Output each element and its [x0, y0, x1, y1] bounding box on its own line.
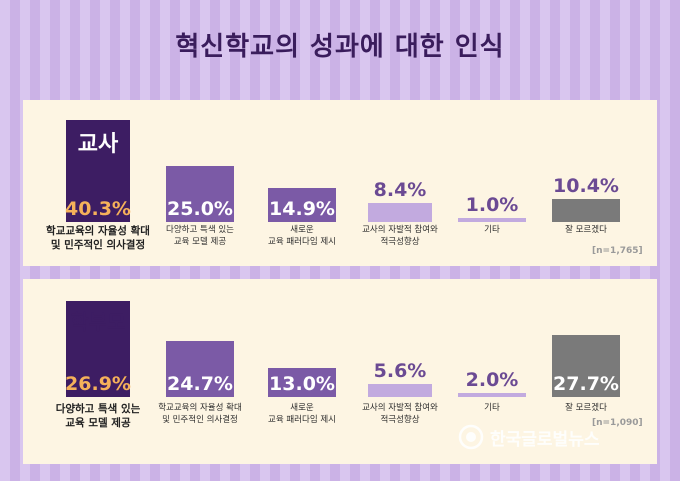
category-label-0-5: 잘 모르겠다: [565, 225, 607, 235]
category-label-1-2: 새로운 교육 패러다임 제시: [268, 403, 336, 425]
group-label-0: 교사: [66, 120, 130, 158]
bar-0-2: [268, 188, 336, 222]
bar-0-3: [368, 203, 432, 222]
bar-1-3: [368, 384, 432, 397]
category-label-0-0: 학교교육의 자율성 확대 및 민주적인 의사결정: [46, 225, 150, 251]
category-label-1-0: 다양하고 특색 있는 교육 모델 제공: [55, 403, 141, 429]
value-label-1-0: 26.9%: [65, 373, 131, 395]
bar-1-0: [66, 301, 130, 397]
value-label-1-1: 24.7%: [167, 373, 233, 395]
value-label-1-4: 2.0%: [465, 368, 519, 391]
bar-1-4: [458, 392, 526, 397]
category-label-1-3: 교사의 자발적 참여와 적극성향상: [362, 403, 438, 425]
value-label-1-2: 13.0%: [269, 373, 335, 395]
sample-size-note-1: [n=1,090]: [592, 418, 643, 428]
value-label-0-5: 10.4%: [553, 174, 619, 197]
category-label-1-5: 잘 모르겠다: [565, 403, 607, 413]
watermark-text: 한국글로벌뉴스: [490, 429, 600, 450]
category-label-0-3: 교사의 자발적 참여와 적극성향상: [362, 225, 438, 247]
bar-0-4: [458, 218, 526, 222]
group-label-text-1: 학부모: [70, 310, 126, 334]
category-label-0-2: 새로운 교육 패러다임 제시: [268, 225, 336, 247]
group-label-1: 학부모: [66, 301, 130, 335]
bar-1-2: [268, 367, 336, 397]
value-label-1-3: 5.6%: [373, 360, 427, 383]
sample-size-note-0: [n=1,765]: [592, 246, 643, 256]
value-label-1-5: 27.7%: [553, 373, 619, 395]
group-label-text-0: 교사: [77, 132, 119, 157]
value-label-0-3: 8.4%: [373, 179, 427, 202]
category-label-0-4: 기타: [484, 225, 500, 235]
category-label-1-4: 기타: [484, 403, 500, 413]
value-label-0-1: 25.0%: [167, 198, 233, 220]
watermark: 한국글로벌뉴스: [458, 424, 599, 450]
value-label-0-2: 14.9%: [269, 198, 335, 220]
bar-1-5: [552, 334, 620, 397]
value-label-0-4: 1.0%: [465, 194, 519, 216]
bar-1-1: [166, 341, 234, 397]
value-label-0-0: 40.3%: [65, 198, 131, 220]
chart-title: 혁신학교의 성과에 대한 인식: [175, 32, 505, 62]
category-label-1-1: 학교교육의 자율성 확대 및 민주적인 의사결정: [158, 403, 242, 425]
category-label-0-1: 다양하고 특색 있는 교육 모델 제공: [166, 225, 234, 247]
bar-0-5: [552, 198, 620, 222]
globe-logo-icon: [458, 424, 484, 450]
bar-0-1: [166, 165, 234, 222]
